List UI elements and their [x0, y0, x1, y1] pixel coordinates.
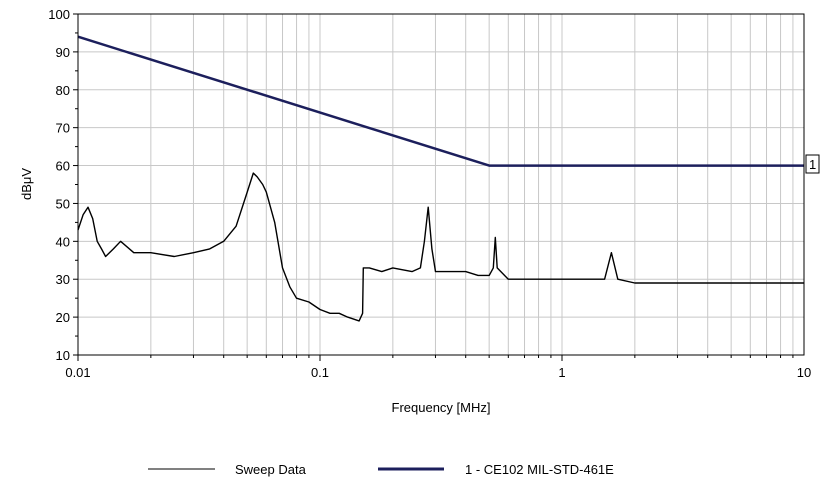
limit-marker-box — [805, 154, 820, 174]
limit-marker-label: 1 — [809, 157, 816, 172]
y-tick-labels: 10 20 30 40 50 60 70 80 90 100 — [48, 7, 70, 363]
x-tick-label: 0.01 — [65, 365, 90, 380]
y-tick-label: 40 — [56, 234, 70, 249]
grid-lines — [77, 13, 804, 356]
x-tick-label: 1 — [558, 365, 565, 380]
legend-label-sweep: Sweep Data — [235, 462, 307, 477]
y-tick-label: 100 — [48, 7, 70, 22]
plot-frame — [77, 13, 805, 356]
y-tick-label: 50 — [56, 196, 70, 211]
limit-marker: 1 — [805, 154, 820, 174]
legend-label-limit: 1 - CE102 MIL-STD-461E — [465, 462, 614, 477]
y-tick-label: 20 — [56, 310, 70, 325]
y-tick-label: 30 — [56, 272, 70, 287]
y-tick-label: 10 — [56, 348, 70, 363]
plot-area — [78, 14, 804, 355]
legend: Sweep Data 1 - CE102 MIL-STD-461E — [148, 462, 614, 477]
y-tick-label: 70 — [56, 121, 70, 136]
y-tick-label: 60 — [56, 159, 70, 174]
x-tick-label: 0.1 — [311, 365, 329, 380]
y-axis-title: dBμV — [19, 168, 34, 200]
x-tick-labels: 0.01 0.1 1 10 — [65, 365, 811, 380]
x-tick-label: 10 — [797, 365, 811, 380]
x-axis-title: Frequency [MHz] — [392, 400, 491, 415]
y-tick-label: 90 — [56, 45, 70, 60]
series-sweep-data-line — [77, 172, 804, 322]
y-tick-label: 80 — [56, 83, 70, 98]
series-limit-line — [77, 35, 804, 167]
series-layer — [77, 35, 804, 322]
